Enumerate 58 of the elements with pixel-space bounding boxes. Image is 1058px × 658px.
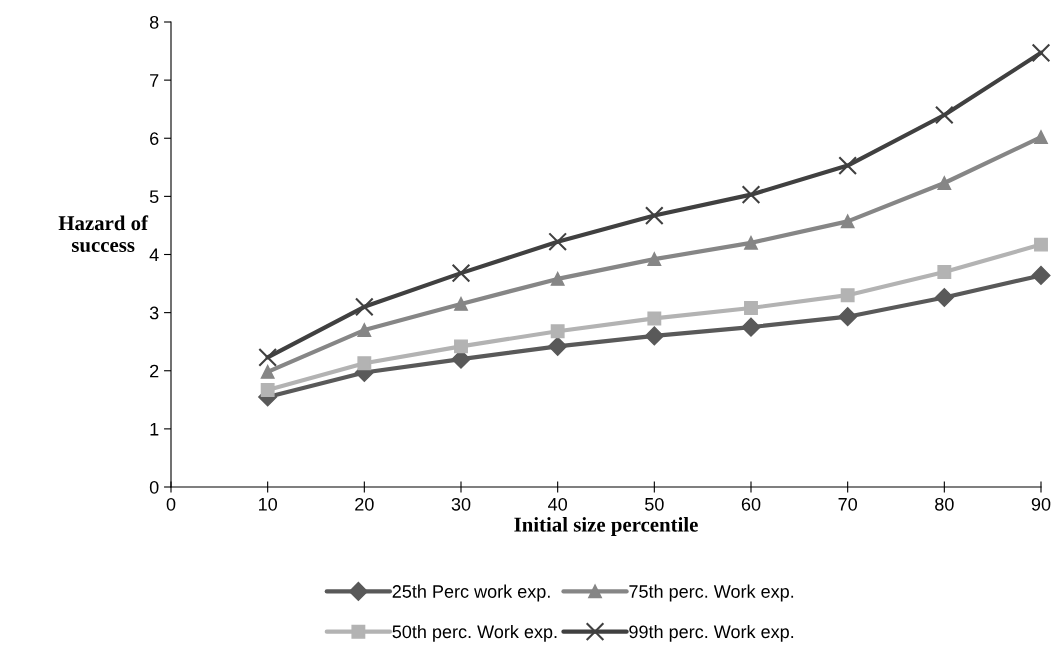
point bbox=[744, 235, 758, 250]
y-axis-title: Hazard of success bbox=[58, 215, 149, 253]
legend-label: 50th perc. Work exp. bbox=[392, 624, 557, 642]
y-tick-label: 4 bbox=[149, 248, 159, 262]
point bbox=[1034, 130, 1048, 145]
point bbox=[550, 324, 565, 339]
point bbox=[550, 271, 565, 286]
point bbox=[1034, 237, 1048, 252]
point bbox=[1031, 43, 1051, 63]
point bbox=[258, 348, 278, 367]
x-tick-label: 60 bbox=[741, 497, 761, 511]
point bbox=[260, 364, 275, 379]
point bbox=[741, 317, 761, 337]
point bbox=[838, 156, 858, 175]
point bbox=[840, 214, 855, 229]
x-tick-label: 0 bbox=[166, 497, 176, 511]
point bbox=[357, 356, 372, 371]
point bbox=[451, 263, 471, 283]
legend-label: 99th perc. Work exp. bbox=[629, 624, 794, 642]
point bbox=[354, 297, 374, 317]
point bbox=[937, 264, 952, 279]
y-tick-label: 7 bbox=[150, 74, 159, 87]
x-tick-label: 30 bbox=[451, 497, 471, 511]
point bbox=[934, 287, 954, 308]
point bbox=[838, 307, 858, 327]
legend-label: 25th Perc work exp. bbox=[392, 584, 550, 602]
point bbox=[454, 339, 468, 354]
point bbox=[644, 206, 664, 225]
point bbox=[454, 296, 468, 311]
y-tick-label: 6 bbox=[150, 132, 159, 145]
point bbox=[260, 382, 275, 397]
y-tick-label: 1 bbox=[150, 423, 159, 436]
point bbox=[840, 288, 855, 303]
x-tick-label: 90 bbox=[1031, 497, 1051, 511]
y-tick-label: 2 bbox=[150, 364, 159, 378]
point bbox=[1031, 265, 1051, 285]
point bbox=[357, 323, 372, 338]
y-tick-label: 0 bbox=[149, 480, 159, 494]
point bbox=[934, 105, 954, 125]
point bbox=[744, 301, 758, 315]
x-tick-label: 20 bbox=[355, 497, 374, 511]
y-tick-label: 8 bbox=[149, 15, 159, 29]
y-tick-label: 3 bbox=[149, 306, 159, 320]
x-tick-label: 50 bbox=[645, 497, 664, 511]
point bbox=[937, 176, 952, 190]
point bbox=[548, 232, 568, 252]
x-tick-label: 70 bbox=[838, 497, 857, 511]
x-tick-label: 40 bbox=[548, 497, 567, 511]
x-axis-title: Initial size percentile bbox=[514, 517, 698, 536]
point bbox=[548, 336, 568, 356]
point bbox=[644, 326, 664, 346]
point bbox=[741, 185, 761, 205]
y-tick-label: 5 bbox=[149, 190, 159, 204]
point bbox=[647, 252, 662, 267]
x-tick-label: 80 bbox=[935, 497, 954, 511]
legend-label: 75th perc. Work exp. bbox=[629, 584, 794, 602]
x-tick-label: 10 bbox=[259, 497, 277, 511]
point bbox=[647, 311, 662, 326]
